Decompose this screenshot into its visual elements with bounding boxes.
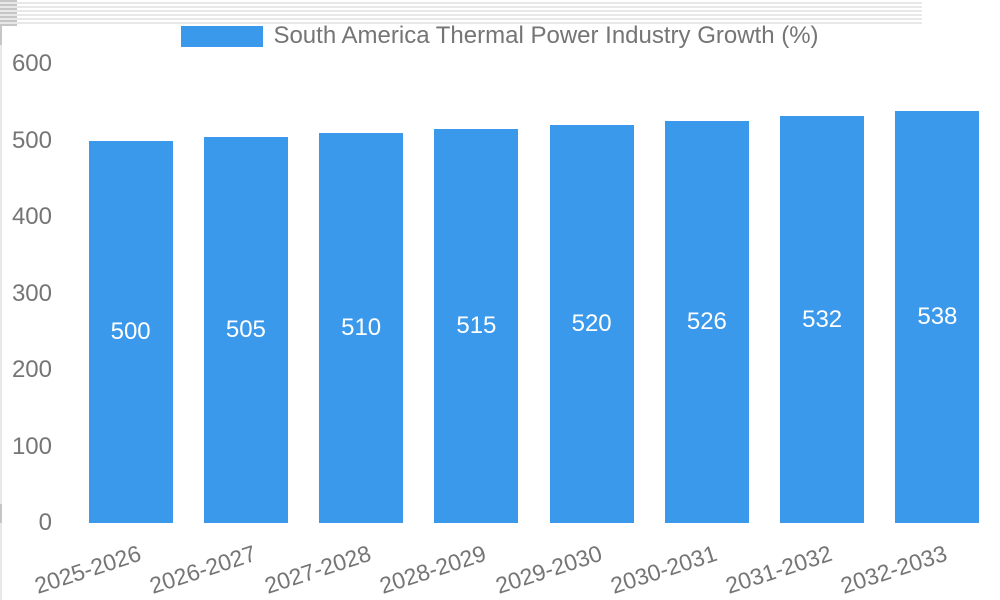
y-tick-label: 0 <box>38 509 52 536</box>
bar-value-label: 515 <box>456 312 497 339</box>
bar-value-label: 538 <box>917 303 958 331</box>
bar: 526 <box>664 120 749 523</box>
x-tick-label: 2029-2030 <box>492 540 605 599</box>
gridline-h <box>0 22 922 24</box>
bar: 515 <box>434 129 519 523</box>
bar: 505 <box>203 136 288 523</box>
legend-swatch <box>181 25 264 47</box>
y-tick <box>0 12 17 14</box>
bar: 520 <box>549 125 634 523</box>
gridline-v <box>0 523 2 600</box>
x-tick <box>0 504 2 523</box>
x-tick-label: 2027-2028 <box>261 540 375 599</box>
x-tick-label: 2032-2033 <box>837 540 951 599</box>
x-tick-label: 2028-2029 <box>376 540 490 599</box>
x-tick-label: 2030-2031 <box>607 540 720 599</box>
legend[interactable]: South America Thermal Power Industry Gro… <box>0 22 1000 50</box>
gridline-h <box>0 6 922 8</box>
x-tick-label: 2025-2026 <box>31 540 144 599</box>
bar-value-label: 526 <box>686 307 727 335</box>
y-tick <box>0 4 17 6</box>
x-tick-label: 2026-2027 <box>146 540 259 599</box>
bar-value-label: 500 <box>110 317 151 345</box>
gridline-h <box>0 18 922 20</box>
gridline-v <box>0 45 2 504</box>
y-tick-label: 200 <box>11 356 52 383</box>
y-tick-label: 600 <box>11 50 52 77</box>
gridline-h <box>0 14 922 16</box>
y-tick <box>0 16 17 18</box>
bar: 500 <box>88 140 173 523</box>
bar: 510 <box>319 132 404 523</box>
legend-label: South America Thermal Power Industry Gro… <box>273 22 819 49</box>
x-tick-label: 2031-2032 <box>722 540 836 599</box>
bar: 538 <box>895 111 980 523</box>
y-tick-label: 400 <box>11 203 52 230</box>
bar-value-label: 520 <box>571 310 612 338</box>
x-tick <box>0 26 2 45</box>
y-tick <box>0 0 17 2</box>
y-tick-label: 500 <box>11 126 52 154</box>
y-tick-label: 100 <box>11 432 52 460</box>
bar-value-label: 532 <box>802 305 843 333</box>
gridline-h <box>0 2 922 4</box>
y-tick-label: 300 <box>11 279 52 307</box>
bar: 532 <box>780 116 865 523</box>
bar-value-label: 505 <box>225 315 266 343</box>
y-tick <box>0 24 17 26</box>
y-tick <box>0 8 17 10</box>
gridline-h <box>0 10 922 12</box>
y-tick <box>0 20 17 22</box>
bar-value-label: 510 <box>341 313 382 341</box>
